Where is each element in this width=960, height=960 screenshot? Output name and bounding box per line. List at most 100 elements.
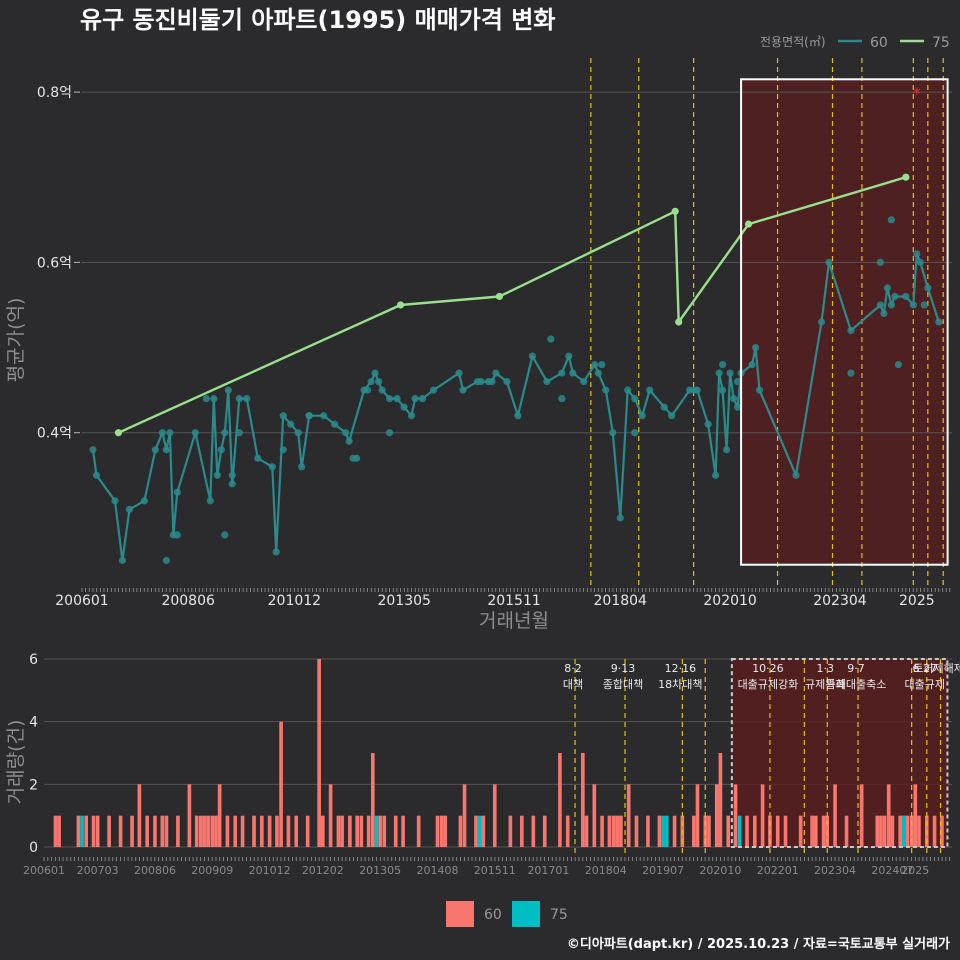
series-60-point [719, 386, 727, 394]
series-60-point [887, 301, 895, 309]
volume-bar-60 [783, 815, 788, 847]
series-60-point [221, 531, 229, 539]
series-60-point [235, 395, 243, 403]
volume-bar-60 [810, 815, 814, 847]
series-60-point [894, 360, 902, 369]
x-tick-label: 200601 [55, 593, 108, 609]
volume-bar-60 [879, 815, 883, 847]
volume-bar-60 [366, 815, 371, 847]
volume-bar-60 [607, 815, 612, 847]
volume-bar-60 [882, 815, 887, 847]
policy-label: 8·2 대책 [563, 662, 583, 691]
series-60-point [407, 412, 416, 420]
policy-label: 12·16 18차대책 [658, 662, 702, 691]
policy-label: 6·27 대출규제 [905, 662, 945, 691]
volume-bar-60 [775, 815, 780, 847]
volume-bar-60 [225, 815, 230, 847]
volume-bar-60 [458, 815, 463, 847]
series-60-point [883, 284, 892, 292]
y-tick-label: 0.4억 [37, 426, 72, 442]
series-60-point [429, 386, 438, 394]
volume-x-tick-label: 201907 [642, 864, 684, 877]
volume-bar-75 [374, 815, 379, 847]
series-75-point [744, 220, 753, 228]
volume-bar-60 [634, 815, 639, 847]
series-60-point [228, 480, 236, 488]
series-60-point [492, 369, 500, 377]
series-60-point [92, 471, 101, 479]
volume-bar-60 [565, 815, 570, 847]
series-60-point [558, 395, 566, 403]
series-60-point [298, 463, 306, 471]
volume-bar-60 [492, 784, 497, 847]
volume-bar-60 [370, 753, 375, 847]
policy-label: 10·26 대출규제강화 [738, 662, 799, 691]
series-60-point [719, 360, 727, 369]
volume-bar-60 [462, 784, 467, 847]
series-60-point [374, 378, 383, 386]
volume-x-tick-label: 200601 [23, 864, 65, 877]
volume-bar-60 [240, 815, 245, 847]
volume-x-tick-label: 200909 [191, 864, 233, 877]
volume-bar-60 [294, 815, 299, 847]
series-60-point [503, 378, 511, 386]
x-tick-label: 201511 [487, 593, 540, 609]
series-60-point [847, 326, 855, 335]
series-60-point [755, 386, 764, 394]
legend-60-label: 60 [870, 35, 888, 51]
volume-bar-60 [194, 815, 199, 847]
series-60-point [733, 378, 742, 386]
series-60-point [913, 250, 921, 258]
series-60-point [345, 437, 353, 445]
series-60-point [272, 548, 280, 556]
volume-x-tick-label: 201012 [249, 864, 291, 877]
series-60-point [202, 395, 210, 403]
series-60-point [254, 454, 262, 462]
volume-bar-60 [672, 815, 677, 847]
series-60-point [305, 412, 313, 420]
volume-bar-60 [340, 815, 344, 847]
series-75-point [671, 207, 679, 215]
series-60-point [367, 378, 375, 386]
volume-x-tick-label: 201701 [527, 864, 569, 877]
volume-bar-60 [348, 815, 352, 847]
series-60-point [909, 301, 917, 309]
volume-x-tick-label: 202304 [814, 864, 856, 877]
series-60-point [371, 369, 379, 377]
volume-bar-60 [615, 815, 620, 847]
volume-bar-60 [890, 815, 895, 847]
volume-bar-60 [474, 815, 478, 847]
volume-x-tick-label: 200806 [134, 864, 176, 877]
policy-label-line: 대책 [563, 678, 583, 691]
series-60-point [693, 386, 701, 394]
series-60-point [118, 556, 127, 565]
legend-bottom-60-label: 60 [484, 907, 502, 923]
series-60-point [224, 386, 232, 394]
volume-bar-60 [401, 815, 405, 847]
series-60-point [631, 429, 639, 437]
volume-y-tick-label: 0 [29, 840, 38, 856]
y-tick-label: 0.6억 [37, 255, 72, 271]
chart-title: 유구 동진비둘기 아파트(1995) 매매가격 변화 [80, 6, 555, 34]
volume-bar-60 [798, 815, 803, 847]
series-60-point [609, 429, 617, 437]
volume-bar-60 [137, 784, 142, 847]
volume-bar-60 [118, 815, 123, 847]
x-tick-label: 201305 [377, 593, 430, 609]
y-tick-label: 0.8억 [37, 85, 72, 101]
series-60-point [173, 531, 181, 539]
series-60-point [733, 403, 742, 411]
series-60-point [235, 429, 243, 437]
series-60-point [111, 497, 119, 505]
series-60-point [935, 318, 943, 326]
volume-bar-60 [898, 815, 902, 847]
series-60-point [353, 454, 361, 462]
volume-bar-60 [760, 784, 765, 847]
volume-x-tick-label: 201202 [302, 864, 344, 877]
series-60-point [847, 369, 855, 377]
volume-bar-60 [520, 815, 524, 847]
series-60-point [876, 258, 884, 266]
volume-bar-60 [378, 815, 382, 847]
policy-label-line: 토허제해제 [913, 661, 960, 675]
